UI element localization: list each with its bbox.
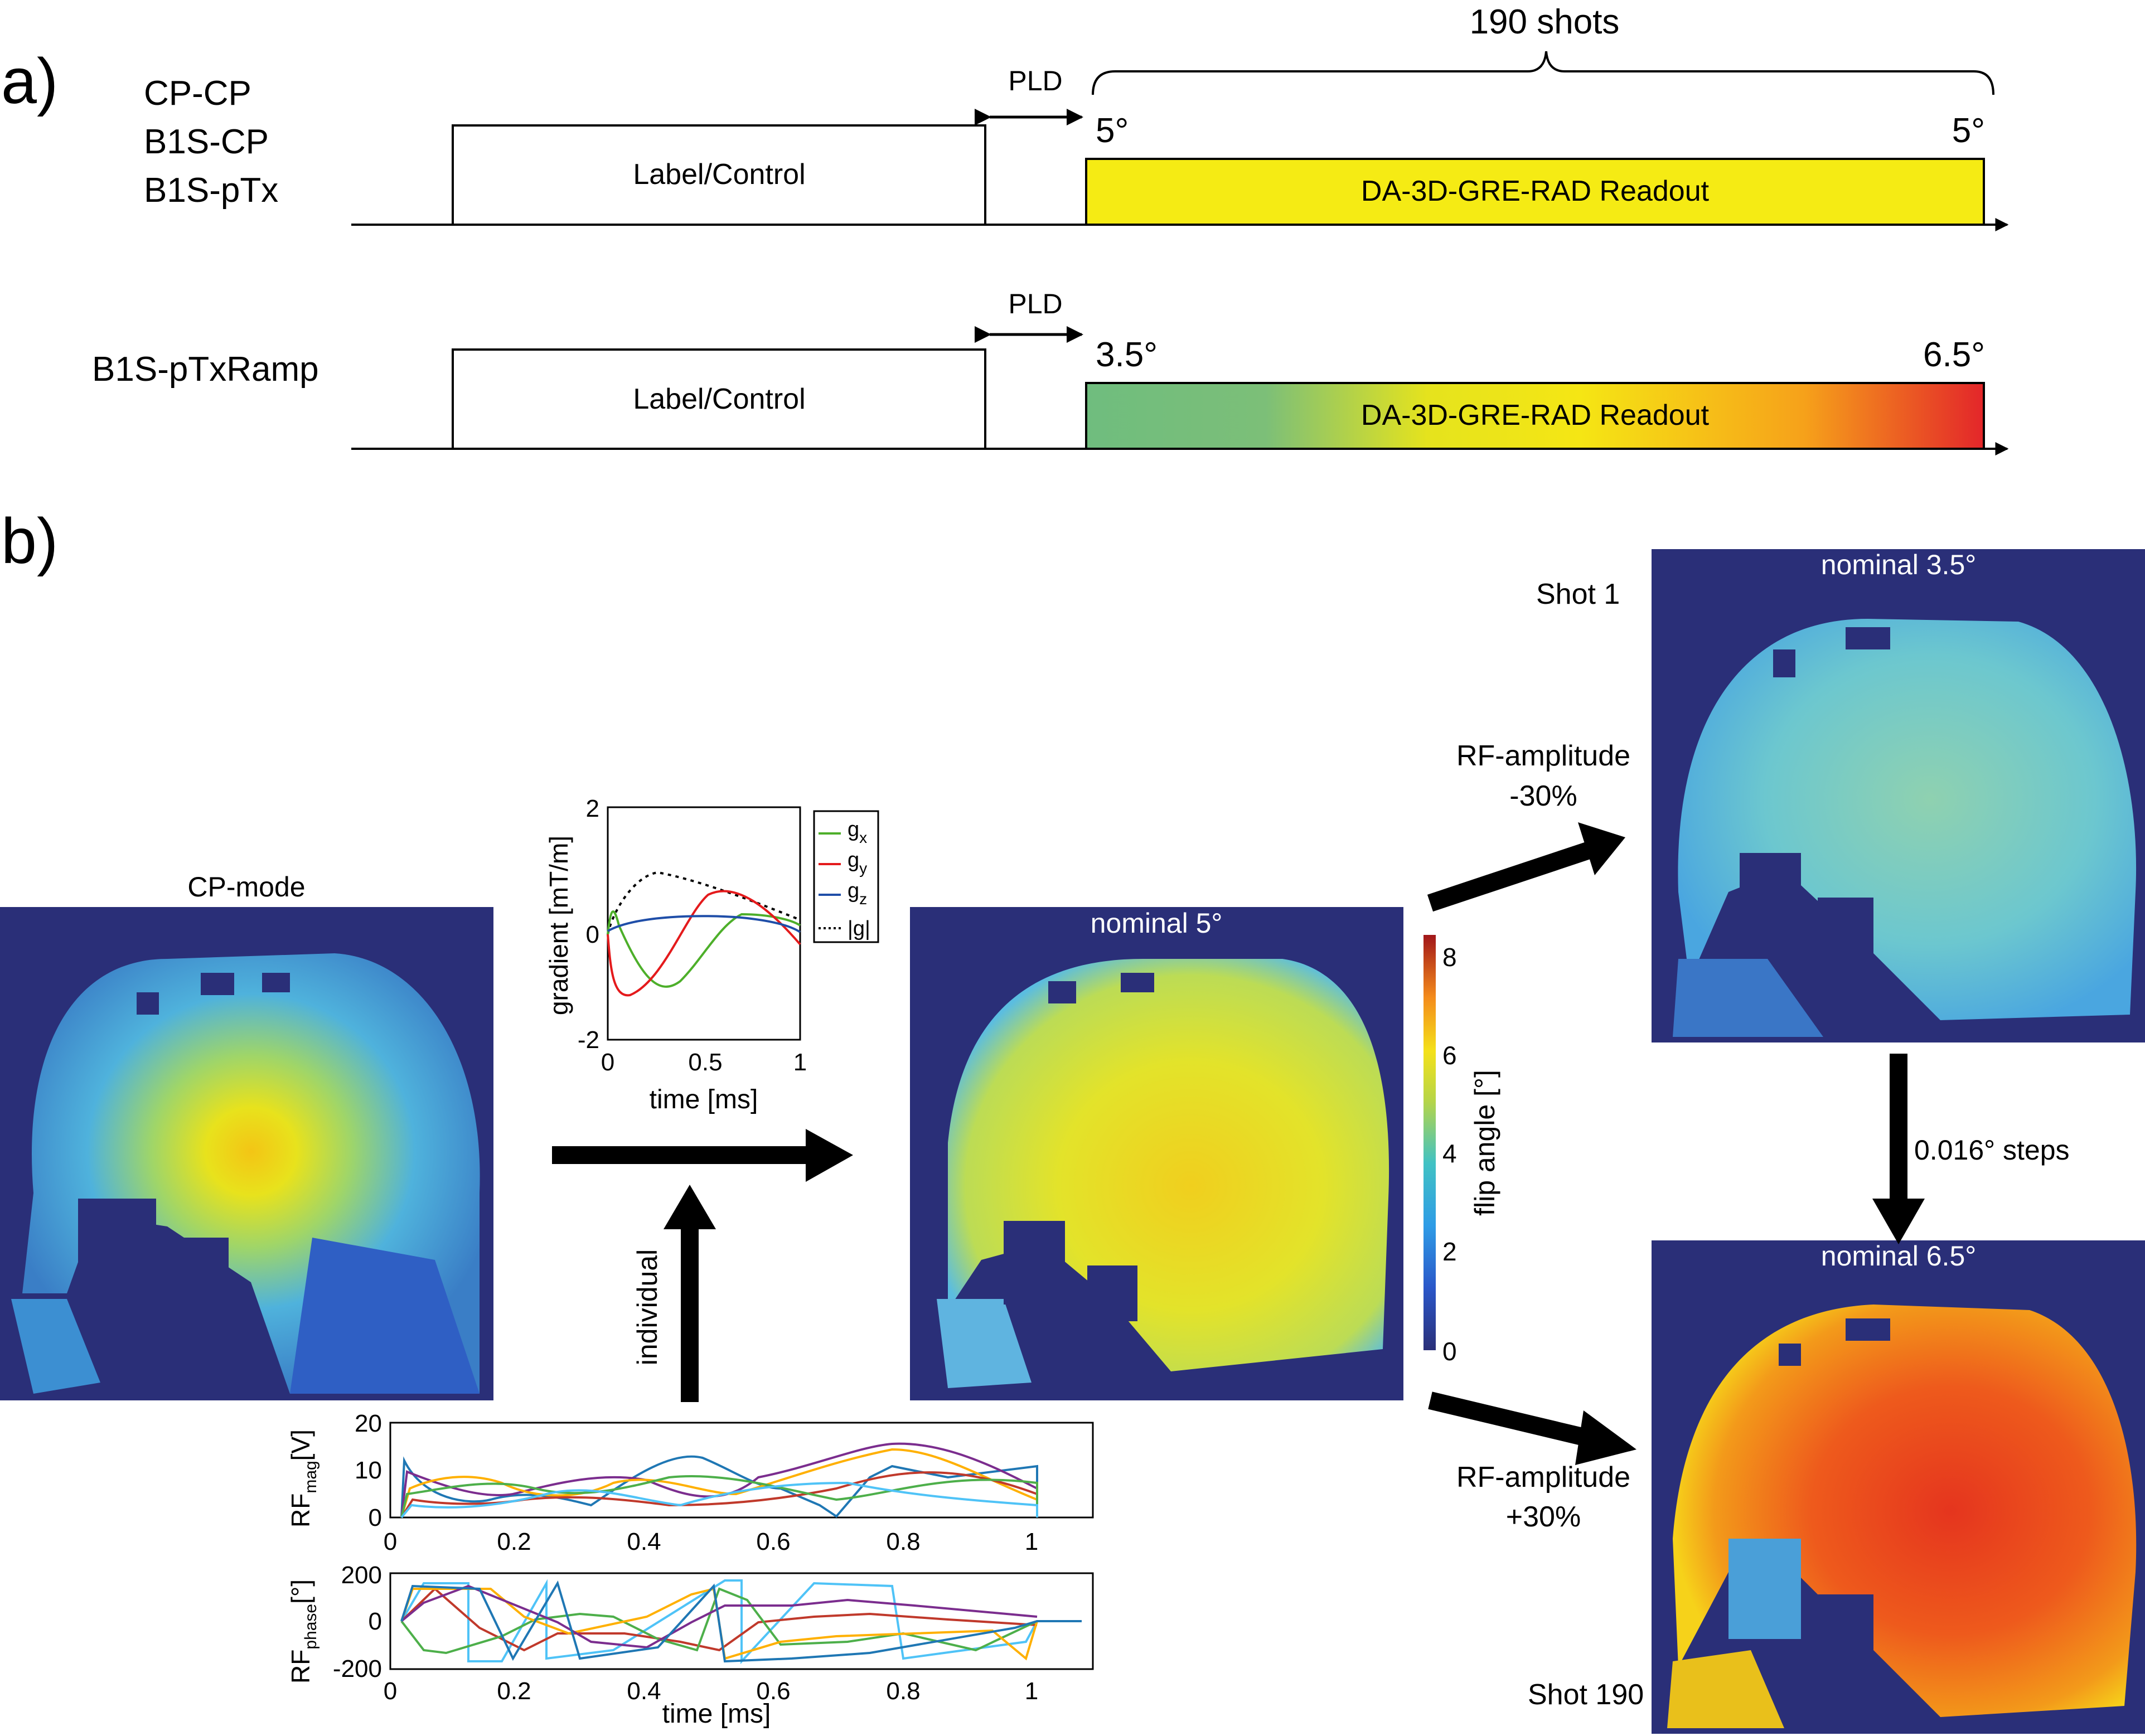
rf-mag-ylabel: RFmag[V] — [286, 1429, 320, 1528]
shot-190-label: Shot 190 — [1528, 1679, 1644, 1711]
rf-mag-xtick-1: 1 — [1025, 1528, 1038, 1555]
nominal-65-flip-angle-map — [1652, 1240, 2145, 1734]
rf-mag-xtick-08: 0.8 — [886, 1528, 920, 1555]
rf-phase-xtick-08: 0.8 — [886, 1677, 920, 1705]
seq-label-b1s-cp: B1S-CP — [144, 123, 269, 161]
rf-minus-line1: RF-amplitude — [1456, 740, 1630, 772]
gradient-xtick-1: 1 — [793, 1049, 807, 1076]
pld-label-2: PLD — [1008, 288, 1062, 319]
steps-label: 0.016° steps — [1914, 1134, 2070, 1166]
gradient-ytick-0: 0 — [586, 921, 599, 948]
individual-label: individual — [632, 1249, 663, 1365]
rf-phase-ylabel: RFphase[°] — [286, 1579, 320, 1684]
cp-mode-title: CP-mode — [187, 871, 305, 903]
colorbar-tick-2: 2 — [1442, 1237, 1457, 1266]
label-control-block-1 — [452, 124, 986, 226]
panel-b-label: b) — [1, 506, 58, 577]
gradient-ylabel: gradient [mT/m] — [544, 836, 573, 1015]
nominal-5-title: nominal 5° — [1091, 908, 1223, 939]
colorbar-tick-4: 4 — [1442, 1139, 1457, 1168]
flip-angle-colorbar — [1423, 935, 1436, 1350]
gradient-xtick-0: 0 — [601, 1049, 614, 1076]
legend-gx: gx — [848, 818, 867, 846]
legend-gabs: |g| — [848, 917, 870, 940]
readout-text-1: DA-3D-GRE-RAD Readout — [1361, 175, 1710, 207]
colorbar-ticks: 0 2 4 6 8 — [1442, 943, 1457, 1366]
rf-mag-xtick-02: 0.2 — [497, 1528, 531, 1555]
gradient-plot — [607, 806, 801, 1041]
panel-a-label: a) — [1, 46, 58, 117]
rf-phase-xtick-04: 0.4 — [627, 1677, 661, 1705]
legend-gy: gy — [848, 848, 867, 877]
rf-phase-axes-text: 200 0 -200 0 0.2 0.4 0.6 0.8 1 time [ms] — [333, 1562, 1038, 1729]
rf-phase-xtick-02: 0.2 — [497, 1677, 531, 1705]
readout-text-2: DA-3D-GRE-RAD Readout — [1361, 399, 1710, 431]
shots-brace — [1092, 51, 1994, 95]
rf-phase-ytick-200: 200 — [341, 1562, 382, 1589]
colorbar-tick-6: 6 — [1442, 1041, 1457, 1070]
seq-label-b1s-ptx: B1S-pTx — [144, 171, 278, 210]
rf-mag-xtick-06: 0.6 — [756, 1528, 790, 1555]
rf-phase-ytick-neg200: -200 — [333, 1655, 382, 1682]
shots-label: 190 shots — [1470, 3, 1620, 41]
rf-phase-plot — [389, 1572, 1094, 1670]
seq-label-b1s-ptxramp: B1S-pTxRamp — [92, 350, 319, 389]
arrow-rf-plus — [1428, 1391, 1636, 1465]
fa-end-2: 6.5° — [1923, 336, 1985, 374]
rf-mag-ytick-10: 10 — [355, 1457, 382, 1484]
colorbar-tick-0: 0 — [1442, 1337, 1457, 1366]
rf-mag-plot — [389, 1422, 1094, 1519]
rf-phase-xlabel: time [ms] — [662, 1699, 771, 1729]
rf-mag-axes-text: 20 10 0 0 0.2 0.4 0.6 0.8 1 — [355, 1410, 1038, 1555]
seq-label-cp-cp: CP-CP — [144, 74, 251, 113]
label-control-text-2: Label/Control — [633, 383, 805, 415]
arrow-rf-minus — [1427, 822, 1625, 912]
rf-mag-xtick-04: 0.4 — [627, 1528, 661, 1555]
rf-mag-xtick-0: 0 — [384, 1528, 397, 1555]
rf-mag-ytick-0: 0 — [369, 1504, 382, 1531]
cp-mode-flip-angle-map — [0, 907, 493, 1400]
rf-mag-ytick-20: 20 — [355, 1410, 382, 1437]
nominal-35-flip-angle-map — [1652, 549, 2145, 1042]
pld-label-1: PLD — [1008, 65, 1062, 96]
rf-phase-ytick-0: 0 — [369, 1608, 382, 1635]
rf-minus-line2: -30% — [1509, 780, 1577, 812]
shot-1-label: Shot 1 — [1536, 578, 1620, 610]
gradient-ytick-2: 2 — [586, 795, 599, 822]
fa-start-2: 3.5° — [1096, 336, 1158, 374]
rf-phase-xtick-06: 0.6 — [756, 1677, 790, 1705]
colorbar-tick-8: 8 — [1442, 943, 1457, 972]
nominal-5-flip-angle-map — [910, 907, 1403, 1400]
legend-gz: gz — [848, 879, 867, 908]
arrow-individual-up — [664, 1185, 716, 1402]
nominal-35-title: nominal 3.5° — [1821, 549, 1977, 580]
gradient-plot-axes-text: 2 0 -2 0 0.5 1 time [ms] gradient [mT/m] — [544, 795, 807, 1114]
rf-phase-xtick-1: 1 — [1025, 1677, 1038, 1705]
colorbar-label: flip angle [°] — [1469, 1070, 1500, 1216]
gradient-legend: gx gy gz |g| — [813, 810, 879, 943]
gradient-ytick-neg2: -2 — [578, 1026, 599, 1054]
readout-block-1 — [1085, 158, 1985, 226]
fa-end-1: 5° — [1952, 111, 1985, 150]
gradient-xlabel: time [ms] — [650, 1085, 758, 1114]
readout-block-2-ramp — [1085, 382, 1985, 450]
rf-plus-line2: +30% — [1506, 1501, 1581, 1533]
fa-start-1: 5° — [1096, 111, 1129, 150]
rf-plus-line1: RF-amplitude — [1456, 1461, 1630, 1493]
rf-phase-xtick-0: 0 — [384, 1677, 397, 1705]
label-control-text-1: Label/Control — [633, 158, 805, 191]
label-control-block-2 — [452, 348, 986, 450]
arrow-cp-to-nominal5 — [552, 1129, 853, 1182]
gradient-xtick-05: 0.5 — [688, 1049, 722, 1076]
arrow-steps-down — [1872, 1054, 1925, 1244]
nominal-65-title: nominal 6.5° — [1821, 1240, 1977, 1272]
